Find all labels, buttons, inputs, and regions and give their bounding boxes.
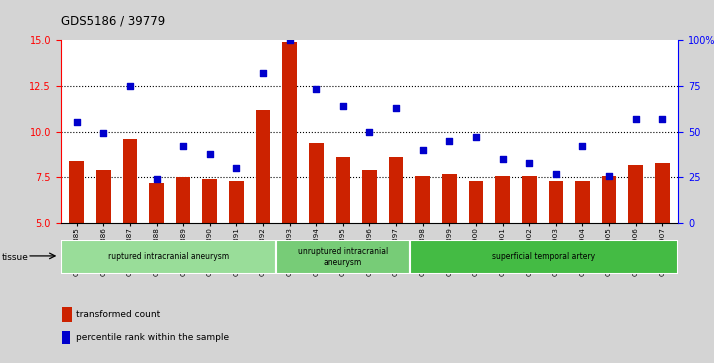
Text: tissue: tissue	[1, 253, 29, 261]
Bar	[362, 170, 377, 223]
Bar	[468, 181, 483, 223]
Bar	[496, 176, 510, 223]
Bar	[282, 42, 297, 223]
Bar	[123, 139, 137, 223]
Bar	[256, 110, 271, 223]
Bar	[575, 181, 590, 223]
Point	[284, 37, 296, 43]
Bar	[63, 307, 73, 322]
Point	[98, 131, 109, 136]
Bar	[203, 179, 217, 223]
Point	[577, 143, 588, 149]
Point	[550, 171, 561, 177]
Point	[523, 160, 535, 166]
Bar	[96, 170, 111, 223]
Point	[471, 134, 482, 140]
Bar	[309, 143, 323, 223]
Bar	[389, 157, 403, 223]
Bar	[149, 183, 164, 223]
Bar	[548, 181, 563, 223]
Point	[657, 116, 668, 122]
Bar	[628, 164, 643, 223]
Point	[71, 119, 82, 125]
Bar	[69, 161, 84, 223]
Bar	[655, 163, 670, 223]
Point	[178, 143, 189, 149]
Point	[124, 83, 136, 89]
Bar	[602, 176, 616, 223]
Point	[417, 147, 428, 153]
Point	[391, 105, 402, 111]
Text: transformed count: transformed count	[76, 310, 160, 319]
Point	[497, 156, 508, 162]
Bar	[410, 240, 678, 274]
Bar	[229, 181, 243, 223]
Text: percentile rank within the sample: percentile rank within the sample	[76, 333, 228, 342]
Point	[337, 103, 348, 109]
Point	[603, 173, 615, 179]
Text: unruptured intracranial
aneurysm: unruptured intracranial aneurysm	[298, 247, 388, 266]
Point	[257, 70, 268, 76]
Point	[311, 86, 322, 92]
Bar	[336, 157, 350, 223]
Bar	[276, 240, 410, 274]
Point	[151, 176, 162, 182]
Point	[363, 129, 375, 135]
Bar	[176, 178, 191, 223]
Bar	[522, 176, 536, 223]
Bar	[442, 174, 457, 223]
Text: ruptured intracranial aneurysm: ruptured intracranial aneurysm	[108, 252, 228, 261]
Bar	[416, 176, 430, 223]
Text: superficial temporal artery: superficial temporal artery	[493, 252, 595, 261]
Point	[443, 138, 455, 144]
Point	[231, 165, 242, 171]
Bar	[63, 331, 71, 344]
Bar	[61, 240, 276, 274]
Text: GDS5186 / 39779: GDS5186 / 39779	[61, 14, 165, 27]
Point	[204, 151, 216, 156]
Point	[630, 116, 641, 122]
